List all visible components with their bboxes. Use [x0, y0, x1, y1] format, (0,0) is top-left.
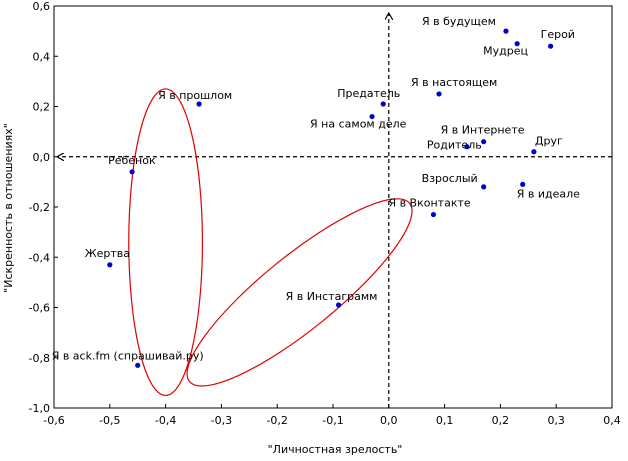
data-point — [531, 149, 537, 155]
point-label: Ребенок — [108, 154, 156, 167]
y-tick-label: -0,8 — [29, 352, 50, 365]
x-tick-label: 0,0 — [380, 414, 398, 427]
data-point — [196, 101, 202, 107]
y-tick-label: -0,2 — [29, 201, 50, 214]
point-label: Мудрец — [483, 45, 528, 58]
x-tick-label: 0,3 — [547, 414, 565, 427]
point-label: Предатель — [337, 87, 400, 100]
data-point — [135, 362, 141, 368]
x-tick-label: 0,1 — [436, 414, 454, 427]
point-label: Герой — [541, 28, 575, 41]
data-point — [481, 139, 487, 145]
data-point — [548, 43, 554, 49]
point-label: Я на самом деле — [310, 118, 407, 131]
y-tick-label: 0,2 — [33, 101, 51, 114]
y-tick-label: -0,4 — [29, 251, 50, 264]
point-label: Я в прошлом — [158, 89, 232, 102]
cluster-ellipse-2 — [186, 198, 413, 387]
point-label: Друг — [535, 135, 563, 148]
x-tick-label: -0,2 — [266, 414, 287, 427]
data-point — [481, 184, 487, 190]
point-label: Я в Вконтакте — [388, 197, 470, 210]
point-label: Я в идеале — [517, 187, 580, 200]
point-label: Я в будущем — [422, 15, 496, 28]
y-axis-title: "Искренность в отношениях" — [2, 123, 15, 293]
x-tick-label: 0,4 — [603, 414, 621, 427]
point-label: Родитель — [427, 139, 482, 152]
point-label: Взрослый — [422, 172, 478, 185]
x-tick-label: -0,1 — [322, 414, 343, 427]
point-label: Я в Интернете — [441, 124, 525, 137]
data-point — [436, 91, 442, 97]
x-tick-label: -0,5 — [99, 414, 120, 427]
x-tick-label: -0,6 — [43, 414, 64, 427]
data-point — [464, 144, 470, 150]
data-point — [129, 169, 135, 175]
x-tick-label: 0,2 — [492, 414, 510, 427]
data-point — [514, 41, 520, 47]
x-tick-label: -0,4 — [155, 414, 176, 427]
data-point — [380, 101, 386, 107]
cluster-ellipse-1 — [128, 88, 204, 397]
point-label: Я в настоящем — [411, 76, 497, 89]
data-point — [107, 262, 113, 268]
point-label: Я в ack.fm (спрашивай.ру) — [52, 349, 204, 362]
y-tick-label: 0,4 — [33, 50, 51, 63]
y-tick-label: -1,0 — [29, 402, 50, 415]
data-point — [503, 28, 509, 34]
point-label: Жертва — [85, 247, 130, 260]
point-label: Я в Инстаграмм — [286, 290, 378, 303]
data-point — [335, 302, 342, 308]
plot-frame — [53, 5, 613, 409]
x-axis-title: "Личностная зрелость" — [268, 443, 403, 456]
y-tick-label: -0,6 — [29, 302, 50, 315]
y-tick-label: 0,0 — [33, 151, 51, 164]
x-tick-label: -0,3 — [211, 414, 232, 427]
data-point — [430, 211, 437, 218]
data-point — [369, 113, 375, 120]
y-tick-label: 0,6 — [33, 0, 51, 13]
data-point — [520, 181, 526, 187]
